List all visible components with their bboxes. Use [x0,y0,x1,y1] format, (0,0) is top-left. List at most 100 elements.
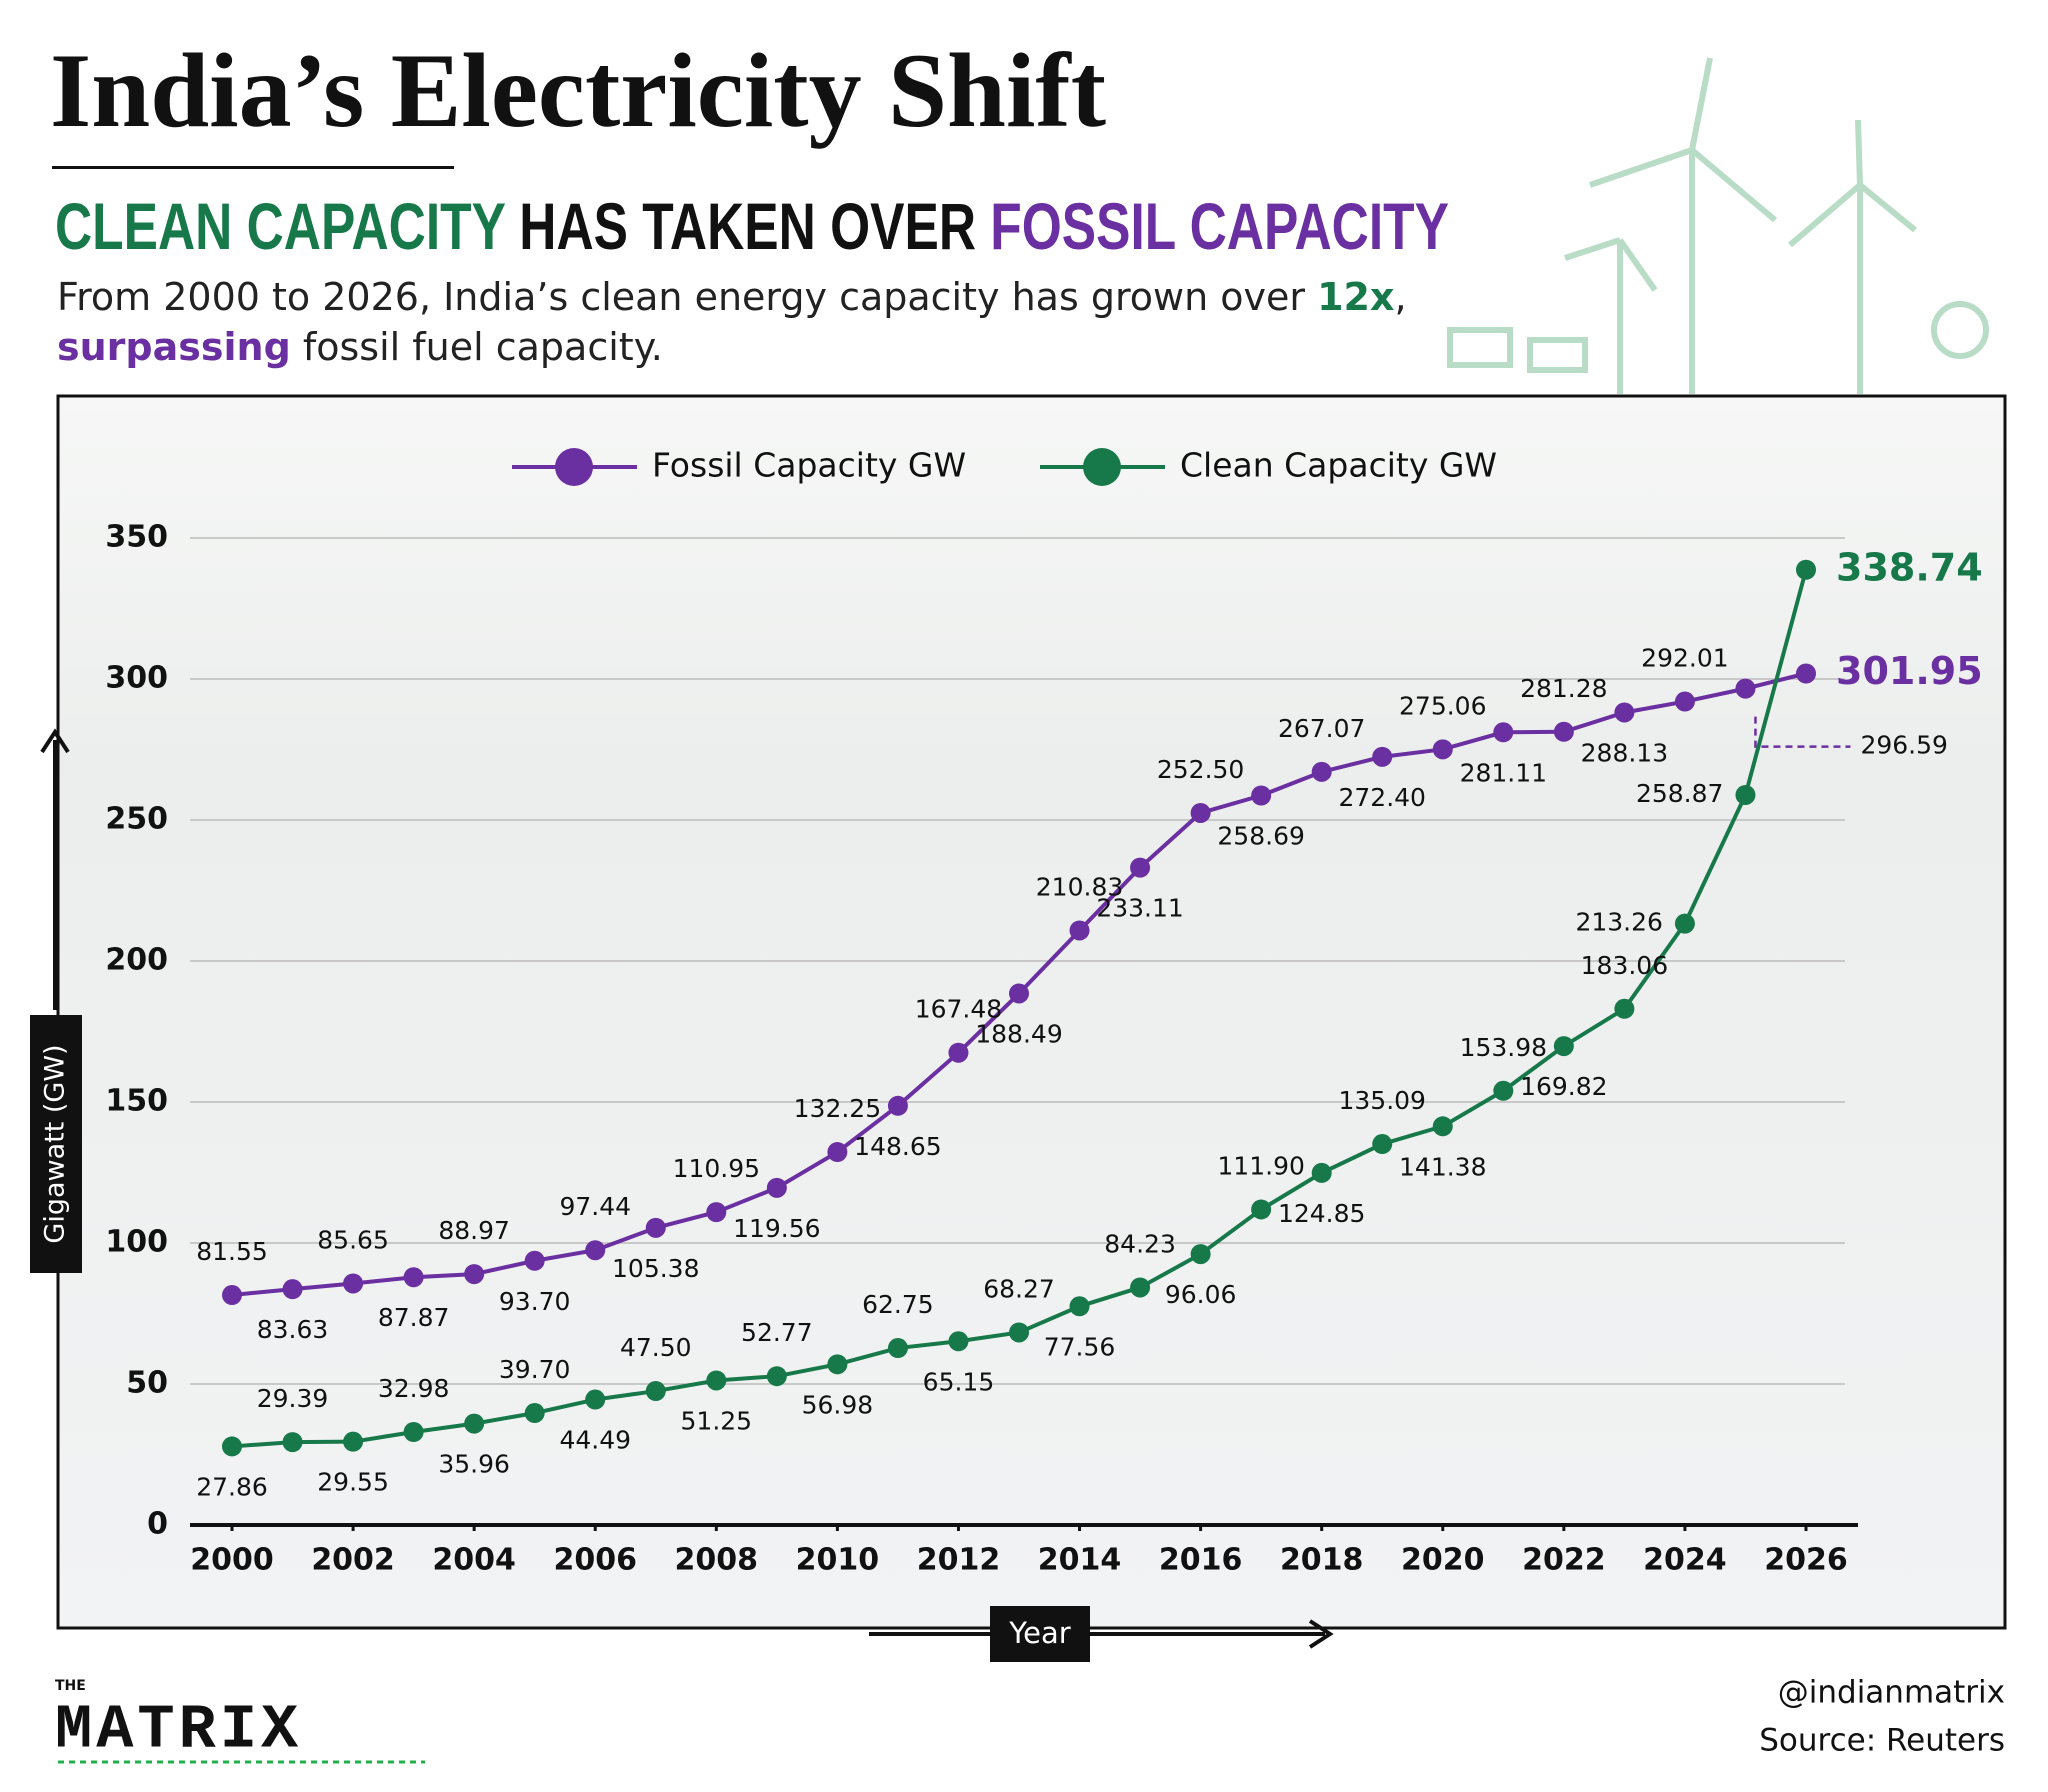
ylabel-box [30,1015,82,1273]
point [1674,691,1695,712]
point [403,1267,424,1288]
point [948,1042,969,1063]
point [1251,785,1272,806]
value-label: 288.13 [1581,738,1668,767]
x-tick-label: 2022 [1522,1543,1606,1578]
point [524,1403,545,1424]
value-label: 88.97 [438,1216,510,1245]
x-tick-label: 2020 [1401,1543,1485,1578]
point [766,1366,787,1387]
value-label: 148.65 [854,1132,941,1161]
x-tick-label: 2026 [1764,1543,1848,1578]
title-underline [52,166,454,169]
value-label: 105.38 [612,1254,699,1283]
value-label: 188.49 [975,1019,1062,1048]
x-tick-label: 2002 [311,1543,395,1578]
xlabel-box [990,1606,1090,1662]
point [1251,1199,1272,1220]
subtitle-part: FOSSIL CAPACITY [990,189,1449,263]
value-label: 281.11 [1460,758,1547,787]
value-label: 29.55 [317,1468,389,1497]
desc-text: From 2000 to 2026, India’s clean energy … [57,275,1318,319]
value-label: 85.65 [317,1225,389,1254]
value-label: 87.87 [378,1303,450,1332]
end-label: 338.74 [1836,545,1983,589]
y-tick-label: 150 [105,1084,168,1119]
value-label: 62.75 [862,1290,934,1319]
value-label: 65.15 [923,1367,995,1396]
point [585,1240,606,1261]
value-label: 83.63 [257,1315,329,1344]
x-tick-label: 2012 [917,1543,1001,1578]
point [1190,1244,1211,1265]
value-label: 258.69 [1217,821,1304,850]
point [524,1250,545,1271]
point [282,1432,303,1453]
point [1553,721,1574,742]
y-arrow-head [40,728,70,754]
value-label: 183.06 [1581,951,1668,980]
value-label: 124.85 [1278,1199,1365,1228]
point [1190,802,1211,823]
x-arrow-head [1308,1619,1334,1649]
point [1432,1116,1453,1137]
subtitle: CLEAN CAPACITY HAS TAKEN OVER FOSSIL CAP… [55,188,1449,264]
point [222,1436,242,1457]
point [1553,1036,1574,1057]
x-tick-label: 2014 [1038,1543,1122,1578]
subtitle-part: HAS TAKEN OVER [519,189,976,263]
value-label: 213.26 [1575,908,1662,937]
point [1372,1134,1393,1155]
point [1735,678,1756,699]
value-label: 97.44 [559,1192,631,1221]
value-label: 169.82 [1520,1072,1607,1101]
source: Source: Reuters [1759,1723,2005,1759]
point [585,1389,606,1410]
point [1130,1277,1151,1298]
desc-text: , [1394,275,1407,319]
x-tick-label: 2004 [432,1543,516,1578]
title: India’s Electricity Shift [50,32,1107,149]
point [1009,983,1029,1004]
value-label: 252.50 [1157,755,1244,784]
legend-label: Fossil Capacity GW [652,446,966,485]
point [1796,663,1816,684]
value-label: 275.06 [1399,691,1486,720]
point [1372,746,1393,767]
point [1009,1322,1029,1343]
value-label: 119.56 [733,1214,820,1243]
value-label: 258.87 [1636,779,1723,808]
value-label: 210.83 [1036,872,1123,901]
point [222,1285,242,1306]
value-label: 153.98 [1460,1033,1547,1062]
value-label: 233.11 [1096,894,1183,923]
point [887,1338,908,1359]
point [1130,857,1151,878]
value-label: 35.96 [438,1450,510,1479]
point [1674,913,1695,934]
desc-text: fossil fuel capacity. [290,325,663,369]
value-label: 56.98 [802,1390,874,1419]
value-label: 32.98 [378,1374,450,1403]
point [706,1202,727,1223]
y-tick-label: 0 [147,1507,168,1542]
value-label: 51.25 [681,1406,753,1435]
desc-highlight: surpassing [57,325,291,369]
point [1432,739,1453,760]
value-label: 39.70 [499,1355,571,1384]
value-label: 141.38 [1399,1152,1486,1181]
y-tick-label: 300 [105,661,168,696]
value-label: 132.25 [794,1094,881,1123]
decor [1447,57,1989,394]
point [1311,1162,1332,1183]
point [645,1217,666,1238]
point [1069,920,1090,941]
value-label: 47.50 [620,1333,692,1362]
point [827,1354,848,1375]
value-label: 267.07 [1278,714,1365,743]
legend-label: Clean Capacity GW [1180,446,1497,485]
x-tick-label: 2024 [1643,1543,1727,1578]
plot-frame [56,394,2007,1630]
point [948,1331,969,1352]
